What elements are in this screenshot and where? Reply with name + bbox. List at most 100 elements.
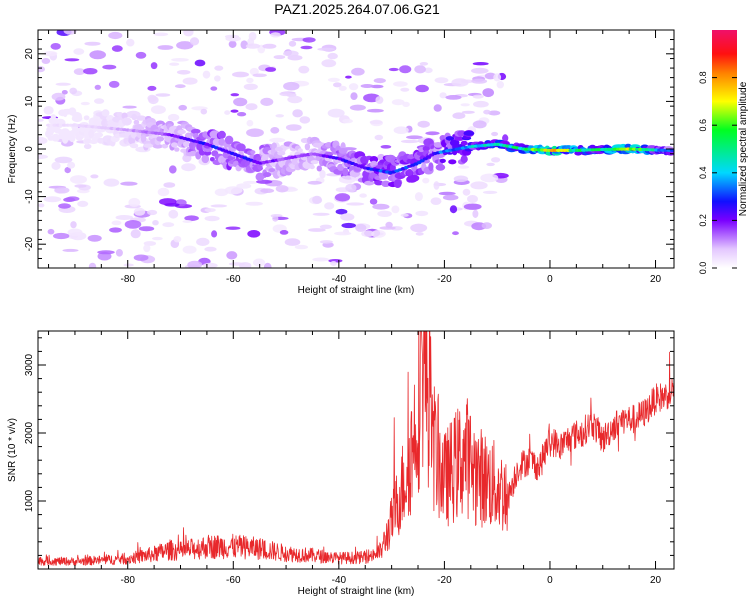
heatmap-cell — [210, 204, 228, 208]
heatmap-cell — [202, 262, 218, 268]
snr-ticks: -80 -60 -40 -20 0 20 1000 2000 3000 — [24, 331, 674, 586]
heatmap-cell — [83, 115, 90, 121]
heatmap-cell — [90, 174, 99, 179]
heatmap-cell — [245, 201, 263, 206]
heatmap-cell — [321, 59, 337, 68]
y-tick-label: 3000 — [24, 353, 35, 376]
heatmap-cell — [147, 209, 158, 216]
heatmap-cell — [248, 32, 257, 41]
heatmap-cell — [307, 180, 322, 185]
snr-ylabel: SNR (10 * v/v) — [7, 418, 18, 482]
heatmap-cell — [74, 184, 87, 188]
heatmap-cell — [273, 55, 286, 60]
heatmap-cell — [388, 67, 399, 72]
heatmap-cell — [152, 144, 163, 149]
heatmap-cell — [77, 200, 89, 207]
x-tick-label: 20 — [650, 575, 662, 586]
heatmap-cell — [472, 94, 484, 99]
heatmap-cell — [419, 62, 429, 66]
heatmap-cell — [169, 62, 180, 66]
x-tick-label: -20 — [437, 575, 452, 586]
heatmap-cell — [245, 103, 258, 111]
heatmap-cell — [182, 245, 197, 254]
colorbar-tick-label: 0.6 — [698, 119, 708, 132]
heatmap-cell — [225, 226, 241, 230]
heatmap-cell — [161, 143, 169, 149]
heatmap-cell — [379, 226, 396, 230]
heatmap-cell — [460, 103, 470, 107]
heatmap-cell — [135, 115, 147, 121]
heatmap-cell — [53, 232, 70, 240]
heatmap-cell — [38, 118, 44, 122]
heatmap-cell — [486, 162, 495, 167]
heatmap-cell — [454, 136, 465, 141]
heatmap-cell — [43, 196, 62, 203]
heatmap-cell — [493, 73, 502, 82]
heatmap-cell — [415, 210, 429, 217]
heatmap-cell — [168, 209, 179, 219]
heatmap-cell — [129, 143, 139, 149]
x-tick-label: -20 — [437, 274, 452, 285]
heatmap-cell — [187, 260, 203, 268]
heatmap-cell — [233, 97, 248, 107]
heatmap-cell — [345, 183, 357, 193]
heatmap-cell — [130, 131, 138, 139]
heatmap-cell — [317, 47, 336, 51]
heatmap-cell — [471, 67, 489, 74]
heatmap-cell — [250, 150, 256, 155]
heatmap-cell — [334, 231, 352, 236]
heatmap-cell — [279, 91, 292, 97]
heatmap-cell — [433, 104, 442, 112]
heatmap-cell — [400, 139, 419, 144]
heatmap-cell — [460, 155, 468, 164]
heatmap-cell — [399, 65, 412, 74]
heatmap-cell — [249, 67, 259, 76]
heatmap-cell — [274, 147, 283, 152]
heatmap-cell — [38, 66, 45, 73]
heatmap-cell — [348, 83, 359, 91]
heatmap-cell — [460, 140, 468, 146]
heatmap-cell — [361, 230, 375, 237]
heatmap-cell — [312, 195, 322, 204]
heatmap-cell — [88, 129, 95, 139]
heatmap-cell — [255, 172, 265, 181]
heatmap-cell — [202, 70, 211, 79]
heatmap-cell — [319, 240, 333, 244]
heatmap-cell — [224, 186, 243, 195]
heatmap-cell — [374, 134, 384, 141]
heatmap-cell — [247, 230, 261, 238]
colorbar-ticks: 0.0 0.2 0.4 0.6 0.8 — [698, 71, 737, 274]
heatmap-cell — [224, 110, 231, 115]
heatmap-cell — [271, 142, 277, 150]
heatmap-cell — [442, 194, 459, 201]
heatmap-cell — [415, 84, 429, 93]
heatmap-cell — [483, 109, 491, 115]
heatmap-cell — [445, 136, 455, 141]
heatmap-cell — [324, 202, 335, 210]
heatmap-cell — [448, 159, 457, 165]
heatmap-cell — [287, 95, 303, 104]
heatmap-cell — [338, 175, 356, 184]
colorbar-label: Normalized spectral amplitude — [738, 81, 749, 216]
heatmap-cell — [237, 112, 247, 117]
heatmap-cell — [211, 230, 218, 238]
heatmap-cell — [169, 165, 177, 174]
heatmap-cell — [292, 109, 303, 118]
heatmap-cell — [133, 207, 146, 216]
heatmap-cell — [103, 178, 120, 187]
heatmap-cell — [94, 84, 102, 90]
heatmap-cell — [472, 120, 487, 129]
heatmap-cell — [471, 78, 488, 84]
heatmap-cell — [162, 222, 175, 228]
heatmap-cell — [101, 109, 110, 117]
heatmap-cell — [133, 119, 140, 125]
heatmap-cell — [378, 173, 389, 180]
heatmap-cell — [240, 40, 248, 49]
x-tick-label: 0 — [547, 274, 553, 285]
heatmap-cell — [393, 126, 409, 134]
heatmap-cell — [232, 71, 249, 78]
heatmap-cell — [461, 110, 475, 114]
heatmap-cell — [342, 118, 353, 124]
colorbar-scale — [712, 30, 737, 268]
heatmap-cell — [176, 70, 191, 75]
